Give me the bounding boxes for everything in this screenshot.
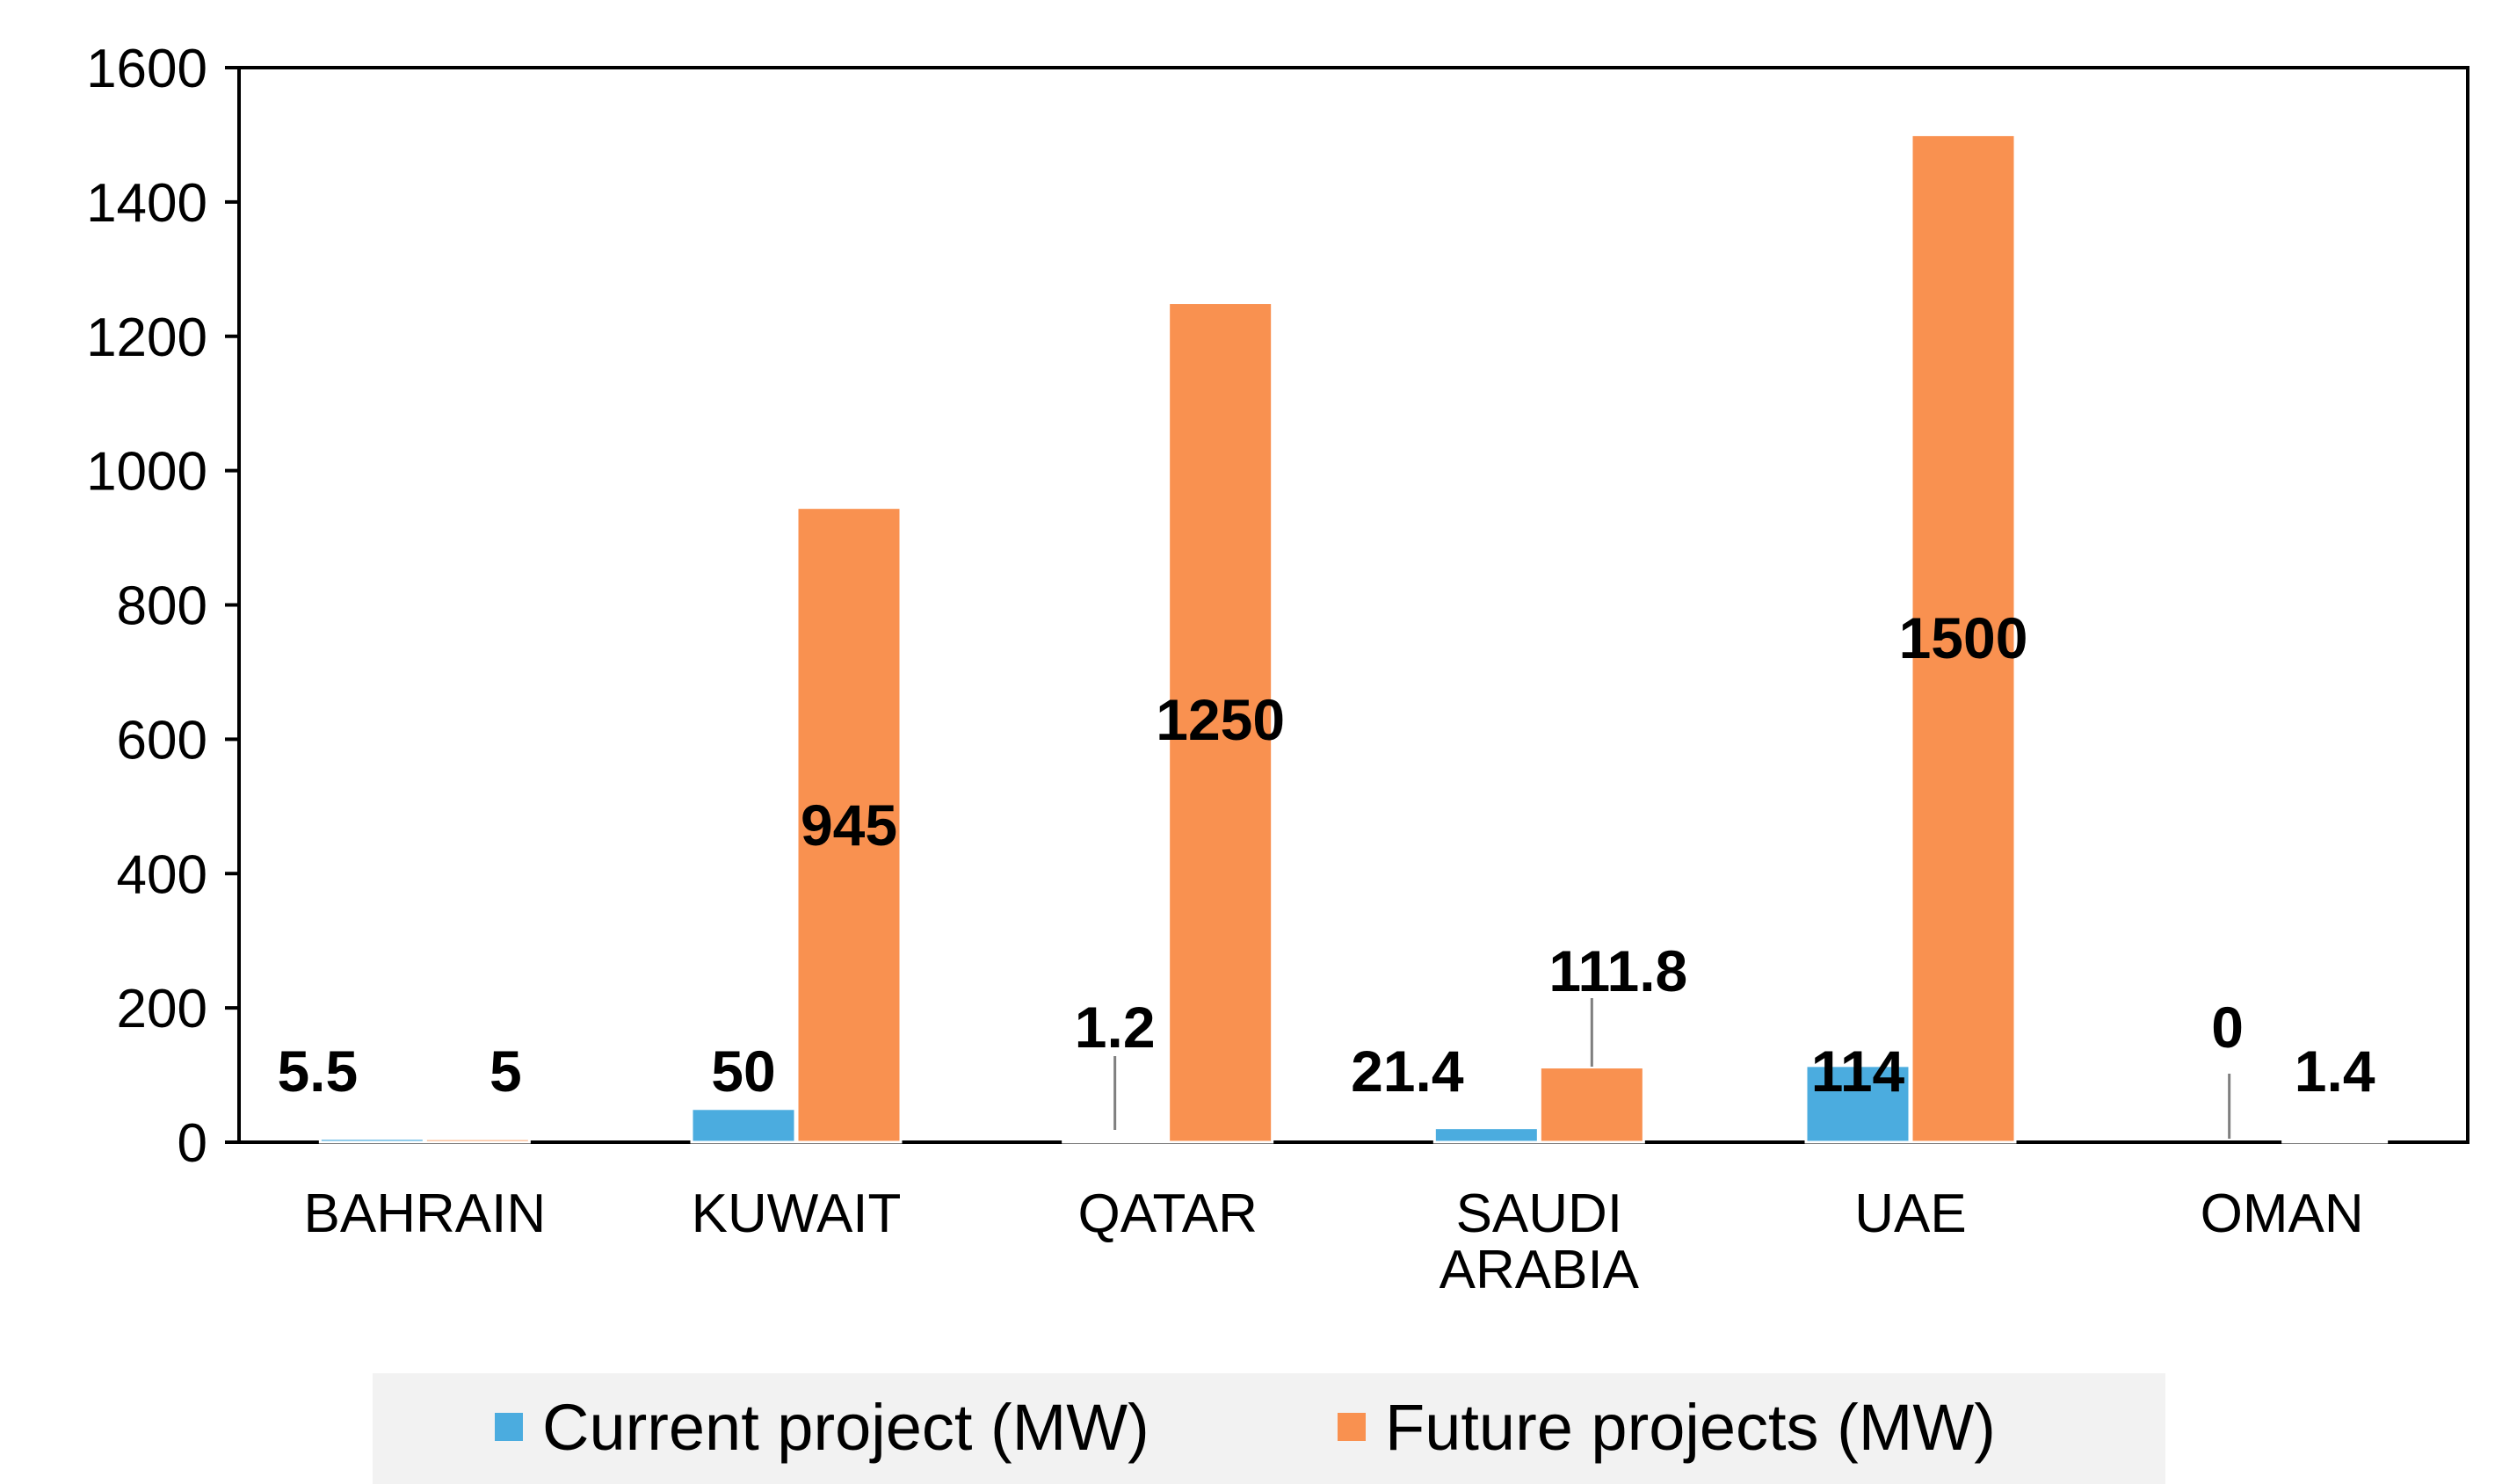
y-tick-label: 800 [117, 576, 207, 637]
legend [373, 1373, 2165, 1484]
y-tick-label: 1400 [86, 173, 207, 234]
data-label-future: 1.4 [2295, 1039, 2375, 1104]
data-label-future: 1250 [1156, 687, 1285, 752]
data-label-current: 21.4 [1351, 1039, 1464, 1104]
bar-future-kuwait [795, 506, 903, 1144]
legend-label-future: Future projects (MW) [1385, 1391, 1996, 1464]
data-label-future: 111.8 [1548, 938, 1687, 1003]
legend-swatch-future [1338, 1413, 1366, 1441]
x-category-label: BAHRAIN [304, 1184, 547, 1244]
x-category-label: QATAR [1077, 1184, 1257, 1244]
x-category-label: KUWAIT [692, 1184, 902, 1244]
y-tick-label: 1600 [86, 39, 207, 99]
y-tick-label: 600 [117, 710, 207, 771]
data-label-current: 1.2 [1075, 995, 1156, 1060]
plot-area [237, 66, 2469, 1144]
bar-current-uae [1804, 1064, 1911, 1144]
bar-future-bahrain [424, 1137, 531, 1144]
data-label-future: 945 [801, 793, 897, 858]
data-label-current: 0 [2211, 995, 2244, 1060]
bar-future-uae [1910, 133, 2017, 1144]
bar-current-bahrain [318, 1137, 425, 1144]
bar-current-kuwait [690, 1107, 797, 1144]
bar-current-qatar [1062, 1140, 1169, 1144]
x-category-label: UAE [1854, 1184, 1966, 1244]
legend-label-current: Current project (MW) [542, 1391, 1149, 1464]
legend-swatch-current [495, 1413, 523, 1441]
data-label-current: 114 [1811, 1039, 1905, 1104]
data-label-current: 5.5 [277, 1039, 358, 1104]
data-label-current: 50 [711, 1039, 775, 1104]
data-label-future: 5 [490, 1039, 522, 1104]
bar-future-qatar [1167, 301, 1274, 1144]
y-tick-label: 1200 [86, 308, 207, 368]
x-category-label: SAUDI ARABIA [1440, 1184, 1640, 1300]
data-label-future: 1500 [1899, 605, 2028, 670]
y-tick-label: 200 [117, 979, 207, 1039]
y-tick-label: 1000 [86, 442, 207, 503]
y-tick-label: 400 [117, 844, 207, 905]
bar-future-oman [2281, 1140, 2389, 1144]
bar-current-saudi-arabia [1432, 1126, 1540, 1144]
y-tick-label: 0 [178, 1113, 207, 1174]
bar-future-saudi-arabia [1538, 1066, 1645, 1144]
x-category-label: OMAN [2201, 1184, 2364, 1244]
